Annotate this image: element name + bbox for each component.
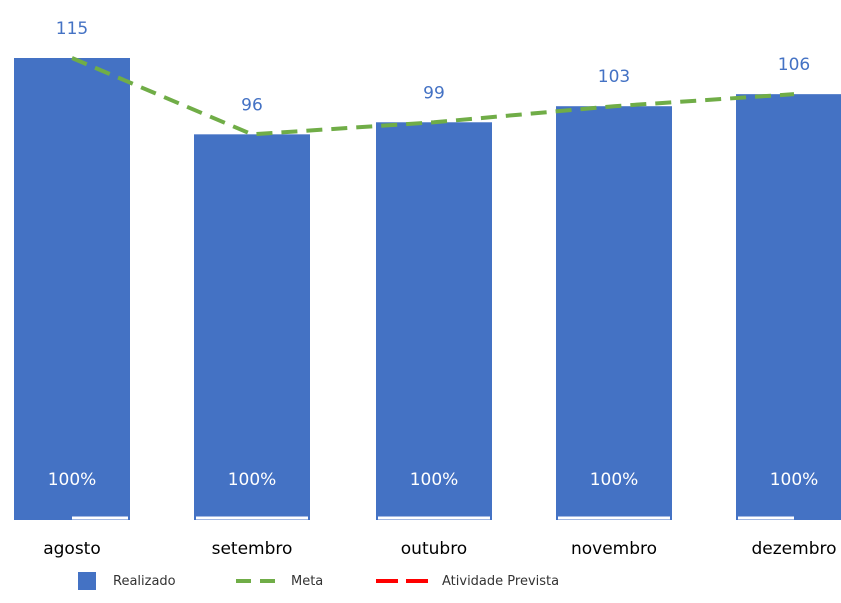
- bar-agosto: [14, 58, 130, 520]
- legend-realizado-label: Realizado: [113, 574, 176, 589]
- bars-layer: [14, 58, 841, 521]
- inner-label-dezembro: 100%: [770, 470, 819, 490]
- category-label-outubro: outubro: [401, 539, 467, 559]
- category-label-novembro: novembro: [571, 539, 657, 559]
- inner-label-novembro: 100%: [590, 470, 639, 490]
- inner-label-agosto: 100%: [48, 470, 97, 490]
- lines-layer: [71, 56, 795, 520]
- value-label-novembro: 103: [598, 67, 630, 87]
- value-label-agosto: 115: [56, 19, 88, 39]
- inner-label-outubro: 100%: [410, 470, 459, 490]
- value-label-outubro: 99: [423, 83, 445, 103]
- legend-prevista-label: Atividade Prevista: [442, 574, 559, 589]
- category-label-dezembro: dezembro: [752, 539, 837, 559]
- inner-label-setembro: 100%: [228, 470, 277, 490]
- category-label-agosto: agosto: [43, 539, 101, 559]
- legend: Realizado Meta Atividade Prevista: [78, 572, 559, 590]
- legend-meta-label: Meta: [291, 574, 323, 589]
- bar-novembro: [556, 106, 672, 521]
- bar-setembro: [194, 134, 310, 520]
- value-label-dezembro: 106: [778, 55, 810, 75]
- value-label-setembro: 96: [241, 95, 263, 115]
- bar-dezembro: [736, 94, 841, 520]
- meta-line: [71, 56, 795, 137]
- labels-layer: 115 100% agosto 96 100% setembro 99 100% outubro…: [43, 19, 836, 559]
- legend-realizado-swatch: [78, 572, 96, 590]
- bar-outubro: [376, 122, 492, 520]
- category-label-setembro: setembro: [212, 539, 293, 559]
